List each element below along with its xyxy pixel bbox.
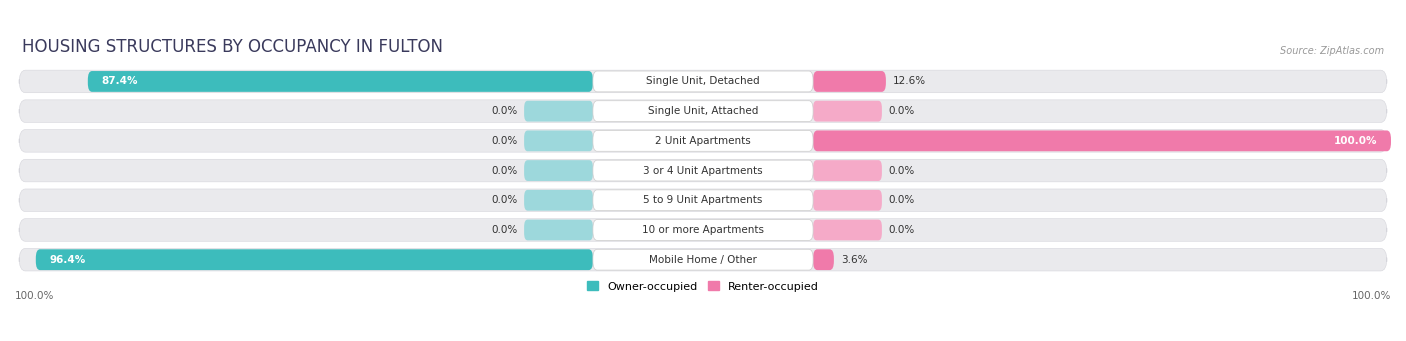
FancyBboxPatch shape (813, 71, 886, 92)
FancyBboxPatch shape (813, 249, 834, 270)
FancyBboxPatch shape (593, 160, 813, 181)
Text: 0.0%: 0.0% (889, 106, 915, 116)
FancyBboxPatch shape (593, 190, 813, 211)
FancyBboxPatch shape (593, 131, 813, 151)
FancyBboxPatch shape (593, 249, 813, 270)
Text: Mobile Home / Other: Mobile Home / Other (650, 255, 756, 265)
FancyBboxPatch shape (524, 220, 593, 240)
Legend: Owner-occupied, Renter-occupied: Owner-occupied, Renter-occupied (582, 277, 824, 296)
Text: Single Unit, Attached: Single Unit, Attached (648, 106, 758, 116)
Text: 0.0%: 0.0% (491, 225, 517, 235)
FancyBboxPatch shape (524, 160, 593, 181)
FancyBboxPatch shape (524, 190, 593, 211)
Text: 3 or 4 Unit Apartments: 3 or 4 Unit Apartments (643, 166, 763, 176)
FancyBboxPatch shape (524, 101, 593, 121)
FancyBboxPatch shape (593, 220, 813, 240)
FancyBboxPatch shape (813, 220, 882, 240)
FancyBboxPatch shape (593, 101, 813, 121)
FancyBboxPatch shape (20, 248, 1386, 271)
FancyBboxPatch shape (20, 219, 1386, 241)
Text: 0.0%: 0.0% (491, 166, 517, 176)
Text: 100.0%: 100.0% (1351, 291, 1391, 301)
Text: 100.0%: 100.0% (15, 291, 55, 301)
Text: 0.0%: 0.0% (491, 195, 517, 205)
FancyBboxPatch shape (20, 189, 1386, 211)
FancyBboxPatch shape (593, 71, 813, 92)
Text: 0.0%: 0.0% (889, 225, 915, 235)
FancyBboxPatch shape (524, 131, 593, 151)
FancyBboxPatch shape (813, 101, 882, 121)
Text: 10 or more Apartments: 10 or more Apartments (643, 225, 763, 235)
FancyBboxPatch shape (20, 100, 1386, 122)
Text: Single Unit, Detached: Single Unit, Detached (647, 76, 759, 86)
Text: 0.0%: 0.0% (889, 166, 915, 176)
FancyBboxPatch shape (813, 190, 882, 211)
Text: 5 to 9 Unit Apartments: 5 to 9 Unit Apartments (644, 195, 762, 205)
FancyBboxPatch shape (813, 131, 1391, 151)
Text: 12.6%: 12.6% (893, 76, 927, 86)
FancyBboxPatch shape (20, 159, 1386, 182)
FancyBboxPatch shape (35, 249, 593, 270)
Text: 96.4%: 96.4% (49, 255, 86, 265)
Text: 0.0%: 0.0% (889, 195, 915, 205)
Text: 3.6%: 3.6% (841, 255, 868, 265)
FancyBboxPatch shape (20, 130, 1386, 152)
Text: 87.4%: 87.4% (101, 76, 138, 86)
Text: 100.0%: 100.0% (1334, 136, 1378, 146)
FancyBboxPatch shape (20, 70, 1386, 93)
FancyBboxPatch shape (813, 160, 882, 181)
FancyBboxPatch shape (87, 71, 593, 92)
Text: HOUSING STRUCTURES BY OCCUPANCY IN FULTON: HOUSING STRUCTURES BY OCCUPANCY IN FULTO… (22, 38, 443, 56)
Text: 0.0%: 0.0% (491, 106, 517, 116)
Text: 2 Unit Apartments: 2 Unit Apartments (655, 136, 751, 146)
Text: 0.0%: 0.0% (491, 136, 517, 146)
Text: Source: ZipAtlas.com: Source: ZipAtlas.com (1279, 46, 1384, 56)
